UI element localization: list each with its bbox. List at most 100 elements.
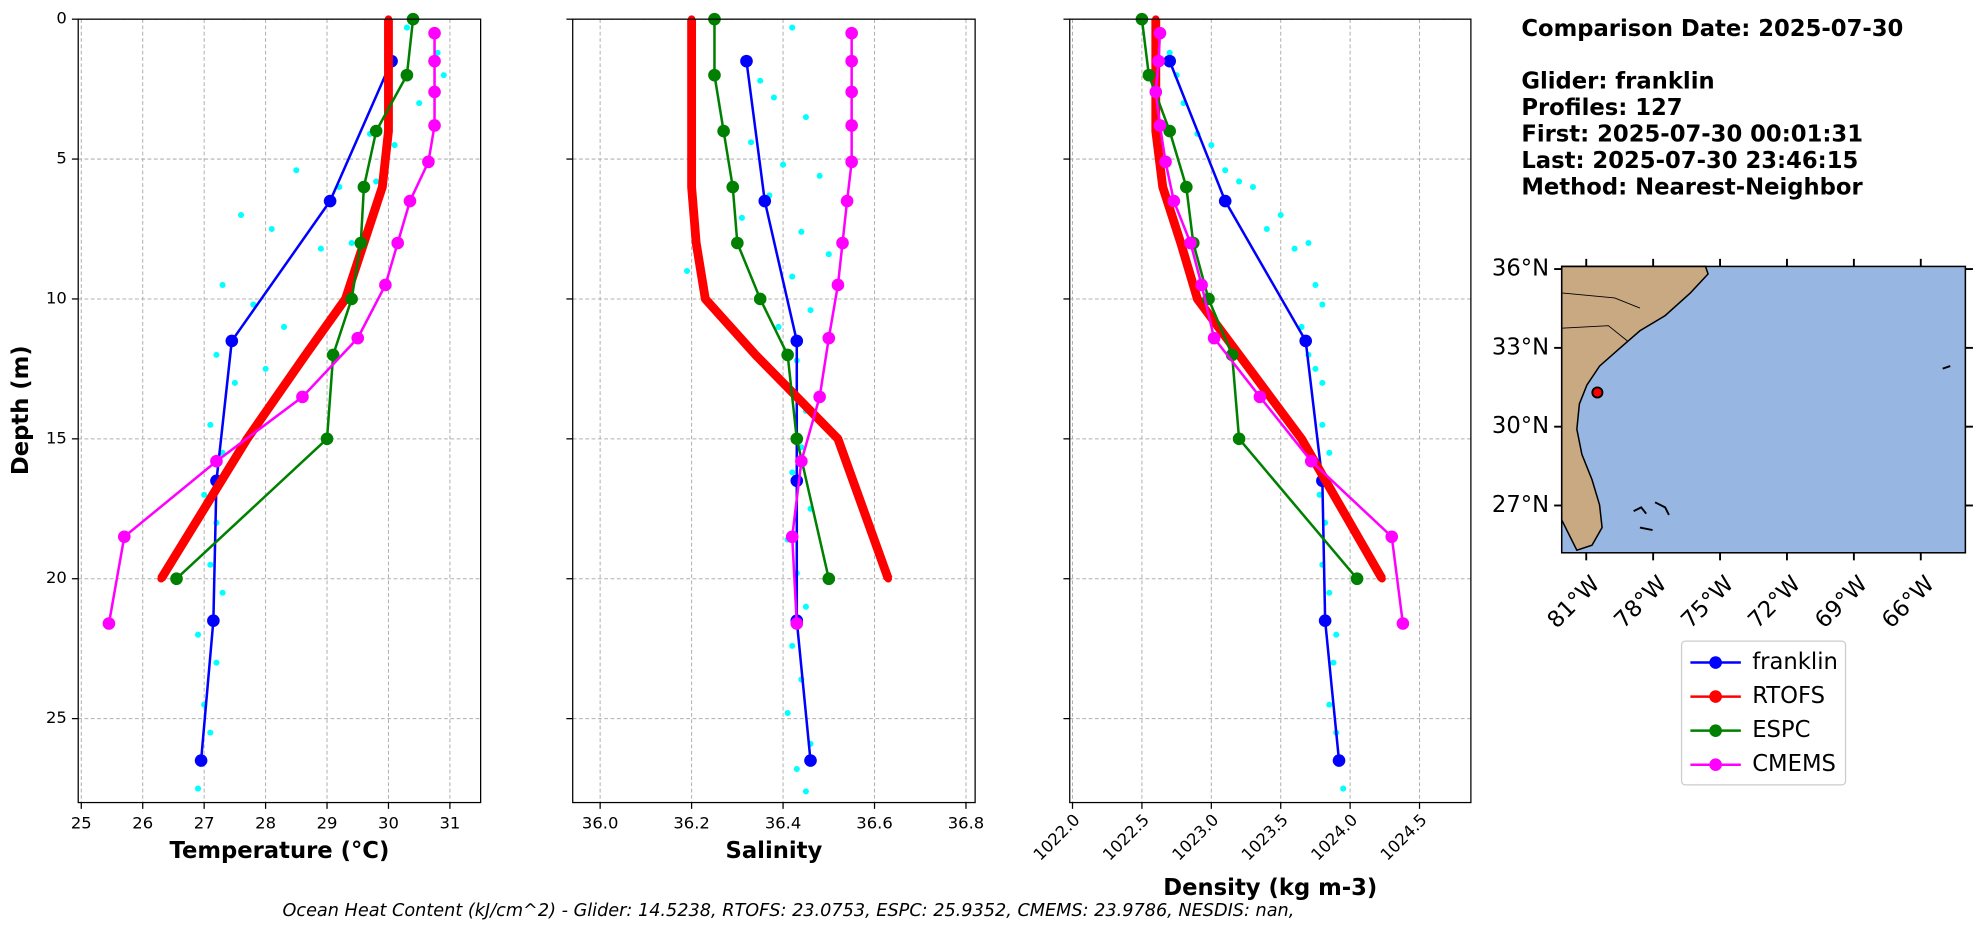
scatter-point [1305, 239, 1312, 247]
profile-marker [210, 454, 223, 468]
y-tick-label: 25 [46, 708, 67, 727]
legend-label: CMEMS [1752, 751, 1836, 777]
profile-marker [428, 26, 441, 40]
scatter-point [816, 172, 823, 179]
x-axis-label: Density (kg m-3) [1163, 875, 1377, 901]
profile-marker [225, 334, 239, 348]
scatter-point [1263, 225, 1270, 233]
scatter-point [1326, 701, 1333, 708]
scatter-point [207, 729, 214, 736]
scatter-point [1316, 491, 1323, 498]
scatter-point [1298, 323, 1305, 330]
profile-marker [1253, 390, 1267, 404]
scatter-point [802, 788, 809, 795]
scatter-point [219, 589, 226, 596]
profile-marker [1176, 239, 1185, 247]
profile-marker [804, 754, 817, 767]
scatter-point [231, 379, 238, 386]
scatter-point [684, 267, 691, 275]
x-axis-label: Temperature (°C) [170, 838, 390, 864]
scatter-point [213, 351, 220, 358]
scatter-point [317, 245, 324, 252]
profile-marker [726, 180, 740, 194]
scatter-point [1277, 211, 1284, 219]
info-line: Glider: franklin [1521, 69, 1714, 95]
y-tick-label: 36°N [1492, 256, 1549, 282]
y-tick-label: 30°N [1492, 413, 1549, 439]
profile-marker [687, 71, 696, 79]
scatter-point [219, 281, 226, 288]
scatter-point [440, 72, 447, 79]
profile-marker [170, 572, 183, 586]
scatter-point [1312, 365, 1319, 372]
profile-marker [845, 54, 858, 68]
profile-marker [1232, 432, 1246, 446]
scatter-point [1249, 184, 1256, 191]
profile-marker [207, 614, 220, 628]
legend-label: franklin [1752, 649, 1838, 675]
scatter-point [416, 100, 423, 107]
profile-marker [403, 194, 417, 208]
footer: Ocean Heat Content (kJ/cm^2) - Glider: 1… [282, 901, 1294, 921]
scatter-point [293, 167, 300, 174]
scatter-point [434, 49, 441, 56]
scatter-point [1319, 421, 1326, 428]
scatter-point [748, 139, 755, 146]
scatter-point [738, 214, 745, 221]
scatter-point [789, 642, 796, 649]
profile-marker [845, 119, 858, 132]
profile-marker [1180, 180, 1193, 194]
profile-marker [1184, 236, 1197, 250]
scatter-point [802, 114, 809, 121]
profile-marker [117, 530, 131, 544]
axes-frame [572, 18, 976, 804]
info-line: Last: 2025-07-30 23:46:15 [1521, 148, 1858, 174]
scatter-point [391, 142, 398, 149]
profile-marker [422, 155, 435, 169]
profile-marker [1299, 334, 1313, 348]
scatter-point [373, 178, 380, 185]
y-tick-label: 27°N [1492, 492, 1549, 518]
x-tick-label: 36.2 [673, 813, 709, 832]
profile-marker [1153, 119, 1167, 132]
scatter-point [207, 561, 214, 568]
profile-marker [1332, 754, 1346, 767]
scatter-point [802, 603, 809, 610]
profile-marker [1167, 194, 1181, 208]
scatter-point [268, 225, 275, 233]
legend-label: RTOFS [1752, 683, 1825, 709]
scatter-point [807, 307, 814, 314]
scatter-point [1222, 167, 1229, 174]
profile-marker [781, 348, 794, 362]
scatter-point [1166, 49, 1173, 56]
x-tick-label: 31 [439, 813, 460, 832]
borders [1561, 292, 1641, 342]
profile-marker [1350, 572, 1364, 586]
profile-marker [822, 331, 836, 345]
scatter-point [1340, 785, 1347, 792]
profile-marker [296, 390, 309, 404]
profile-line [199, 60, 393, 761]
profile-marker [1195, 278, 1208, 292]
profile-marker [1142, 68, 1156, 82]
info-line: Profiles: 127 [1521, 95, 1682, 121]
x-tick-label: 26 [132, 813, 153, 832]
scatter-point [213, 659, 220, 666]
scatter-point [1208, 142, 1215, 149]
scatter-point [775, 323, 782, 330]
profile-marker [753, 292, 767, 306]
scatter-point [237, 211, 245, 219]
profile-marker [320, 432, 334, 446]
profile-marker [378, 183, 387, 191]
profile-marker [822, 572, 836, 586]
profile-marker [717, 124, 730, 138]
legend-label: ESPC [1752, 717, 1810, 743]
profile-marker [836, 236, 849, 250]
profile-marker [391, 236, 404, 250]
scatter-point [825, 251, 832, 258]
x-axis-label: Salinity [726, 838, 823, 864]
x-tick-label: 29 [317, 813, 338, 832]
info-line: Method: Nearest-Neighbor [1521, 175, 1863, 201]
scatter-point [1312, 281, 1319, 288]
profile-marker [1304, 454, 1318, 468]
